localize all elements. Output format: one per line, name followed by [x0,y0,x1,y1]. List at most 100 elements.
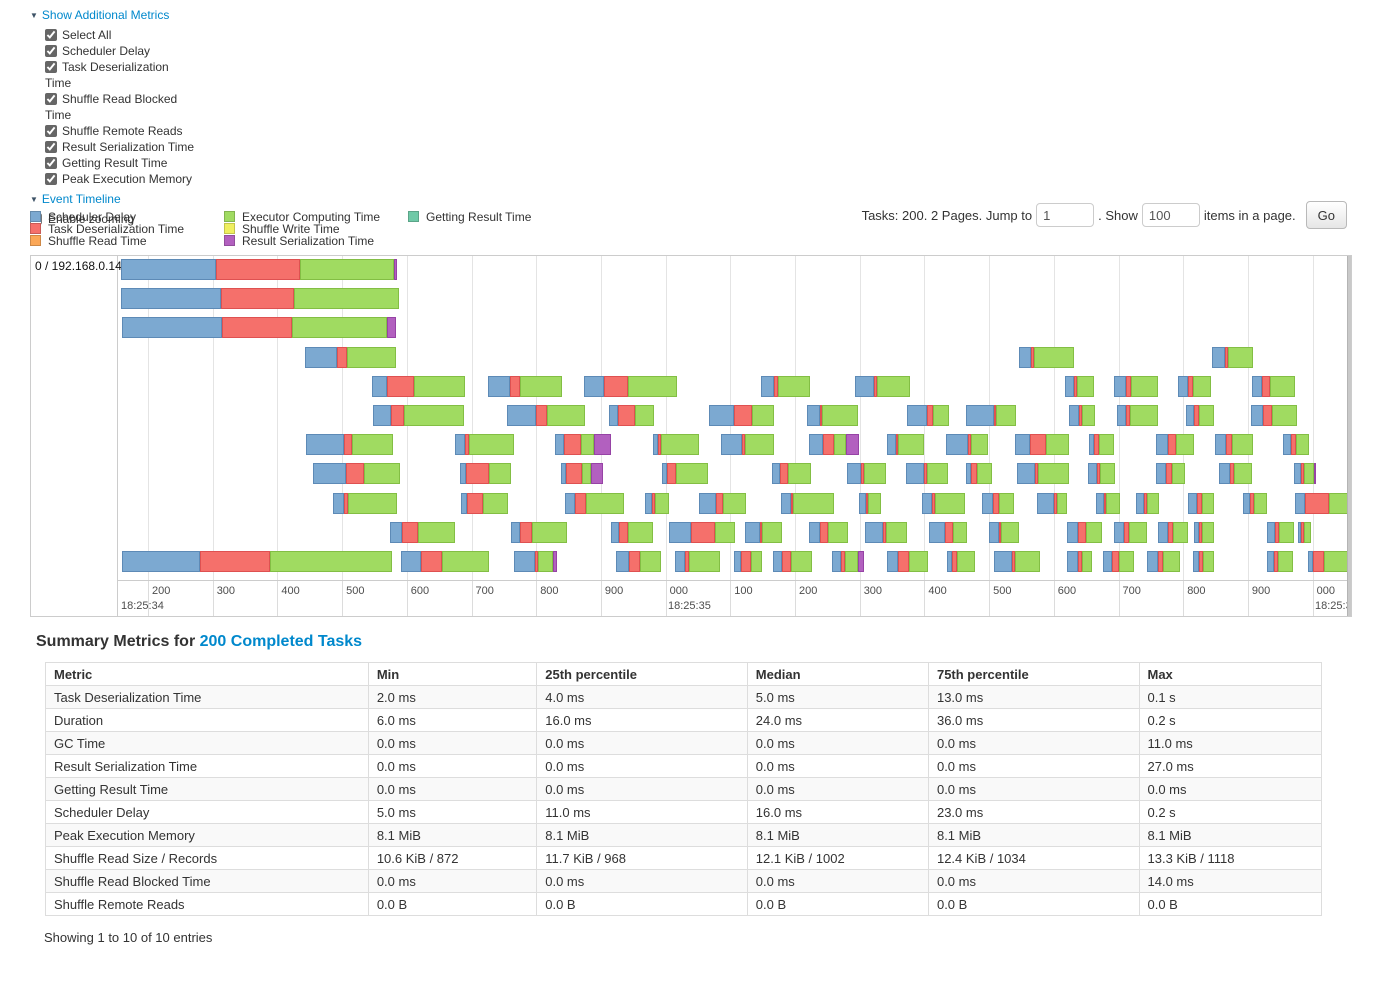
task-bar[interactable] [461,492,508,514]
task-bar[interactable] [675,551,720,572]
task-bar[interactable] [982,492,1014,514]
metric-checkbox[interactable] [45,157,57,169]
task-bar[interactable] [966,405,1016,426]
task-bar[interactable] [847,463,886,485]
task-bar[interactable] [1298,521,1311,543]
task-bar[interactable] [609,405,654,426]
task-bar[interactable] [584,375,677,397]
task-bar[interactable] [887,434,924,456]
task-bar[interactable] [906,463,948,485]
task-bar[interactable] [855,375,910,397]
task-bar[interactable] [1103,551,1134,572]
task-bar[interactable] [1267,521,1294,543]
task-bar[interactable] [1037,492,1067,514]
task-bar[interactable] [460,463,511,485]
task-bar[interactable] [989,521,1019,543]
task-bar[interactable] [1114,375,1158,397]
metric-option[interactable]: Shuffle Read Blocked Time [45,91,200,123]
task-bar[interactable] [699,492,746,514]
task-bar[interactable] [555,434,611,456]
show-additional-metrics-toggle[interactable]: ▼ Show Additional Metrics [30,8,250,22]
task-bar[interactable] [488,375,562,397]
task-bar[interactable] [1188,492,1214,514]
task-bar[interactable] [922,492,965,514]
task-bar[interactable] [773,551,812,572]
task-bar[interactable] [122,317,396,339]
task-bar[interactable] [865,521,907,543]
task-bar[interactable] [1283,434,1309,456]
task-bar[interactable] [832,551,864,572]
task-bar[interactable] [306,434,393,456]
event-timeline-toggle[interactable]: ▼ Event Timeline [30,192,250,206]
task-bar[interactable] [1156,434,1194,456]
task-bar[interactable] [313,463,400,485]
metric-checkbox[interactable] [45,125,57,137]
task-bar[interactable] [1019,346,1074,368]
task-bar[interactable] [1147,551,1180,572]
task-bar[interactable] [1193,551,1214,572]
task-bar[interactable] [455,434,514,456]
metric-option[interactable]: Task Deserialization [45,59,200,75]
task-bar[interactable] [1215,434,1253,456]
task-bar[interactable] [1243,492,1267,514]
task-bar[interactable] [1017,463,1069,485]
task-bar[interactable] [761,375,810,397]
task-bar[interactable] [1267,551,1293,572]
metric-option[interactable]: Peak Execution Memory [45,171,200,187]
task-bar[interactable] [1088,463,1115,485]
task-bar[interactable] [1219,463,1252,485]
metric-checkbox[interactable] [45,93,57,105]
task-bar[interactable] [121,288,399,310]
task-bar[interactable] [966,463,992,485]
task-bar[interactable] [781,492,834,514]
task-bar[interactable] [1015,434,1069,456]
task-bar[interactable] [807,405,858,426]
task-bar[interactable] [1089,434,1114,456]
task-bar[interactable] [1114,521,1147,543]
task-bar[interactable] [372,375,465,397]
metric-option[interactable]: Getting Result Time [45,155,200,171]
task-bar[interactable] [1158,521,1188,543]
metric-checkbox[interactable] [45,29,57,41]
metric-checkbox[interactable] [45,173,57,185]
task-bar[interactable] [734,551,762,572]
task-bar[interactable] [1117,405,1158,426]
task-bar[interactable] [122,551,392,572]
task-bar[interactable] [745,521,782,543]
task-bar[interactable] [859,492,881,514]
task-bar[interactable] [887,551,928,572]
task-bar[interactable] [1186,405,1214,426]
task-bar[interactable] [1308,551,1347,572]
task-bar[interactable] [1194,521,1214,543]
task-bar[interactable] [721,434,774,456]
task-bar[interactable] [662,463,708,485]
task-bar[interactable] [507,405,585,426]
task-bar[interactable] [1136,492,1159,514]
task-bar[interactable] [994,551,1040,572]
task-bar[interactable] [1295,492,1347,514]
task-bar[interactable] [1096,492,1120,514]
task-bar[interactable] [305,346,396,368]
task-bar[interactable] [1069,405,1095,426]
task-bar[interactable] [401,551,489,572]
task-bar[interactable] [561,463,603,485]
task-bar[interactable] [511,521,567,543]
task-bar[interactable] [653,434,699,456]
task-bar[interactable] [373,405,464,426]
items-per-page-input[interactable] [1141,203,1200,227]
task-bar[interactable] [669,521,735,543]
task-bar[interactable] [565,492,624,514]
metric-checkbox[interactable] [45,45,57,57]
task-bar[interactable] [929,521,967,543]
metric-option[interactable]: Scheduler Delay [45,43,200,59]
task-bar[interactable] [1294,463,1316,485]
task-bar[interactable] [1251,405,1297,426]
metric-checkbox[interactable] [45,61,57,73]
task-bar[interactable] [772,463,811,485]
jump-to-page-input[interactable] [1036,203,1095,227]
task-bar[interactable] [1067,551,1092,572]
task-bar[interactable] [616,551,661,572]
task-bar[interactable] [946,434,988,456]
task-bar[interactable] [1252,375,1295,397]
task-bar[interactable] [1067,521,1102,543]
